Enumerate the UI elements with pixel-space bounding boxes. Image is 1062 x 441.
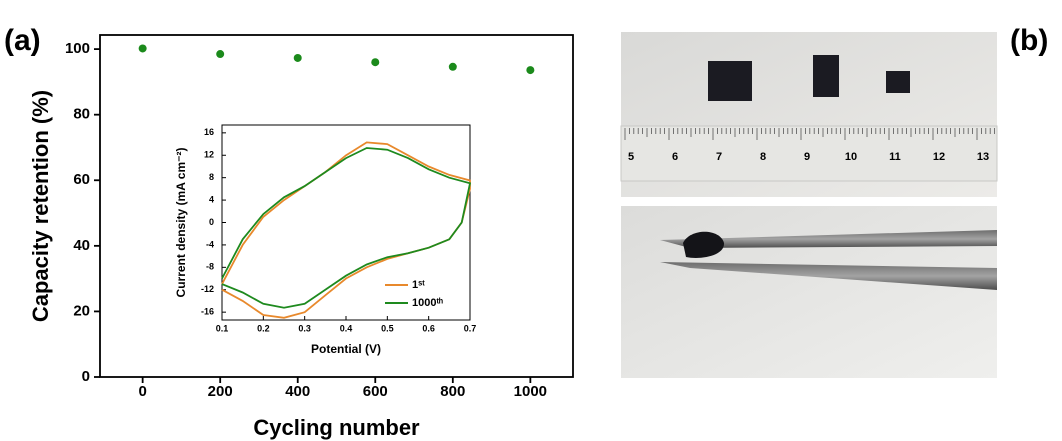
legend-label: 1000ᵗʰ [412, 297, 443, 309]
ruler-label: 10 [845, 151, 857, 163]
point [371, 58, 380, 67]
y-tick-label: 60 [73, 171, 90, 188]
ruler-label: 12 [933, 151, 945, 163]
y-tick-label: 0 [209, 217, 214, 227]
point [293, 53, 302, 62]
y-tick-label: 4 [209, 194, 214, 204]
ruler-label: 9 [804, 151, 810, 163]
panel-label: (b) [1010, 24, 1048, 57]
x-tick-label: 0.4 [340, 323, 353, 333]
chart: 0.1 0.2 0.3 0.4 0.5 0.6 0.7 -16 -12 -8 -4 0 4 8 12 16 Po… [174, 124, 477, 356]
ruler-label: 11 [889, 151, 901, 163]
ruler-label: 5 [628, 151, 634, 163]
x-tick-label: 0.6 [422, 323, 435, 333]
y-tick-label: 80 [73, 106, 90, 123]
y-tick-label: 12 [204, 150, 214, 160]
x-tick-label: 400 [285, 383, 310, 400]
x-tick-label: 0.2 [257, 323, 270, 333]
y-axis-title: Current density (mA cm⁻²) [174, 148, 188, 298]
ruler-label: 8 [760, 151, 766, 163]
ruler-label: 13 [977, 151, 989, 163]
point [526, 66, 535, 75]
y-tick-label: 100 [65, 40, 90, 57]
x-tick-label: 0.5 [381, 323, 394, 333]
photo-top [620, 32, 998, 197]
x-tick-label: 200 [208, 383, 233, 400]
y-tick-label: 0 [82, 368, 90, 385]
point [138, 44, 147, 53]
photo-bottom [621, 206, 997, 378]
y-tick-label: 16 [204, 127, 214, 137]
x-axis-title: Cycling number [253, 415, 420, 440]
x-tick-label: 600 [363, 383, 388, 400]
ruler-label: 7 [716, 151, 722, 163]
x-tick-label: 1000 [514, 383, 547, 400]
point [448, 62, 457, 71]
panel-label: (a) [4, 24, 41, 57]
x-tick-label: 0.1 [216, 323, 229, 333]
y-tick-label: 40 [73, 237, 90, 254]
legend-label: 1ˢᵗ [412, 279, 425, 291]
x-tick-label: 0.7 [464, 323, 477, 333]
y-axis-title: Capacity retention (%) [28, 90, 53, 322]
y-tick-label: -16 [201, 307, 214, 317]
y-tick-label: -12 [201, 284, 214, 294]
y-tick-label: -4 [206, 239, 214, 249]
x-tick-label: 0 [138, 383, 146, 400]
point [216, 50, 225, 59]
line [221, 147, 472, 309]
x-axis-title: Potential (V) [311, 342, 381, 356]
ruler-label: 6 [672, 151, 678, 163]
y-tick-label: 8 [209, 172, 214, 182]
x-tick-label: 0.3 [298, 323, 311, 333]
y-tick-label: -8 [206, 262, 214, 272]
y-tick-label: 20 [73, 302, 90, 319]
x-tick-label: 800 [440, 383, 465, 400]
